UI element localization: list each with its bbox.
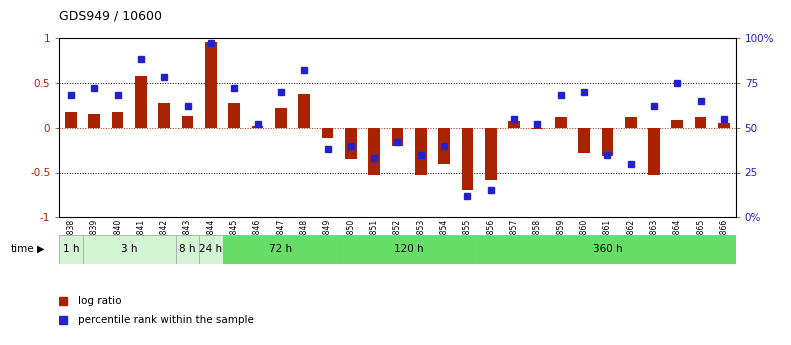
- Bar: [694, 117, 706, 128]
- Bar: [625, 117, 637, 128]
- Bar: [222, 235, 339, 264]
- Bar: [176, 235, 199, 264]
- Text: ▶: ▶: [37, 244, 44, 254]
- Text: time: time: [10, 244, 34, 254]
- Bar: [509, 121, 520, 128]
- Bar: [199, 235, 222, 264]
- Bar: [229, 104, 240, 128]
- Bar: [322, 128, 333, 138]
- Bar: [252, 126, 263, 128]
- Bar: [479, 235, 736, 264]
- Bar: [345, 128, 357, 159]
- Bar: [462, 128, 473, 190]
- Bar: [182, 116, 194, 128]
- Text: 360 h: 360 h: [592, 244, 623, 254]
- Text: GDS949 / 10600: GDS949 / 10600: [59, 9, 162, 22]
- Bar: [369, 128, 380, 175]
- Text: 3 h: 3 h: [121, 244, 138, 254]
- Bar: [392, 128, 403, 146]
- Bar: [485, 128, 497, 180]
- Bar: [112, 111, 123, 128]
- Text: 8 h: 8 h: [180, 244, 196, 254]
- Text: percentile rank within the sample: percentile rank within the sample: [78, 315, 253, 325]
- Bar: [601, 128, 613, 156]
- Bar: [89, 114, 100, 128]
- Bar: [59, 235, 82, 264]
- Text: 1 h: 1 h: [62, 244, 79, 254]
- Bar: [578, 128, 590, 153]
- Bar: [415, 128, 426, 175]
- Bar: [339, 235, 479, 264]
- Bar: [205, 42, 217, 128]
- Bar: [298, 93, 310, 128]
- Text: 24 h: 24 h: [199, 244, 222, 254]
- Bar: [438, 128, 450, 164]
- Text: 120 h: 120 h: [395, 244, 424, 254]
- Text: log ratio: log ratio: [78, 296, 121, 306]
- Bar: [135, 76, 147, 128]
- Bar: [65, 111, 77, 128]
- Bar: [718, 123, 730, 128]
- Bar: [648, 128, 660, 175]
- Text: 72 h: 72 h: [269, 244, 293, 254]
- Bar: [275, 108, 286, 128]
- Bar: [672, 120, 683, 128]
- Bar: [532, 128, 543, 129]
- Bar: [82, 235, 176, 264]
- Bar: [555, 117, 566, 128]
- Bar: [158, 102, 170, 128]
